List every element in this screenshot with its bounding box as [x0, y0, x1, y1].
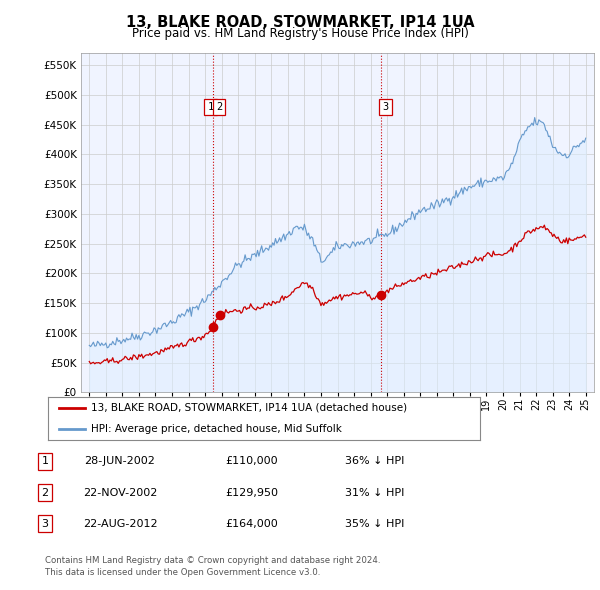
Text: 2: 2: [216, 101, 222, 112]
Text: 28-JUN-2002: 28-JUN-2002: [85, 457, 155, 466]
Text: 2: 2: [41, 488, 49, 497]
Text: 31% ↓ HPI: 31% ↓ HPI: [346, 488, 404, 497]
Text: £129,950: £129,950: [226, 488, 278, 497]
Text: 22-NOV-2002: 22-NOV-2002: [83, 488, 157, 497]
Text: This data is licensed under the Open Government Licence v3.0.: This data is licensed under the Open Gov…: [45, 568, 320, 577]
Text: 3: 3: [382, 101, 388, 112]
Text: 3: 3: [41, 519, 49, 529]
Text: Price paid vs. HM Land Registry's House Price Index (HPI): Price paid vs. HM Land Registry's House …: [131, 27, 469, 40]
Text: 1: 1: [41, 457, 49, 466]
Text: £164,000: £164,000: [226, 519, 278, 529]
Text: Contains HM Land Registry data © Crown copyright and database right 2024.: Contains HM Land Registry data © Crown c…: [45, 556, 380, 565]
Text: £110,000: £110,000: [226, 457, 278, 466]
Text: 1: 1: [208, 101, 214, 112]
Text: 22-AUG-2012: 22-AUG-2012: [83, 519, 157, 529]
Text: 13, BLAKE ROAD, STOWMARKET, IP14 1UA: 13, BLAKE ROAD, STOWMARKET, IP14 1UA: [125, 15, 475, 30]
Text: 36% ↓ HPI: 36% ↓ HPI: [346, 457, 404, 466]
Text: 35% ↓ HPI: 35% ↓ HPI: [346, 519, 404, 529]
Text: HPI: Average price, detached house, Mid Suffolk: HPI: Average price, detached house, Mid …: [91, 424, 342, 434]
Text: 13, BLAKE ROAD, STOWMARKET, IP14 1UA (detached house): 13, BLAKE ROAD, STOWMARKET, IP14 1UA (de…: [91, 403, 407, 412]
